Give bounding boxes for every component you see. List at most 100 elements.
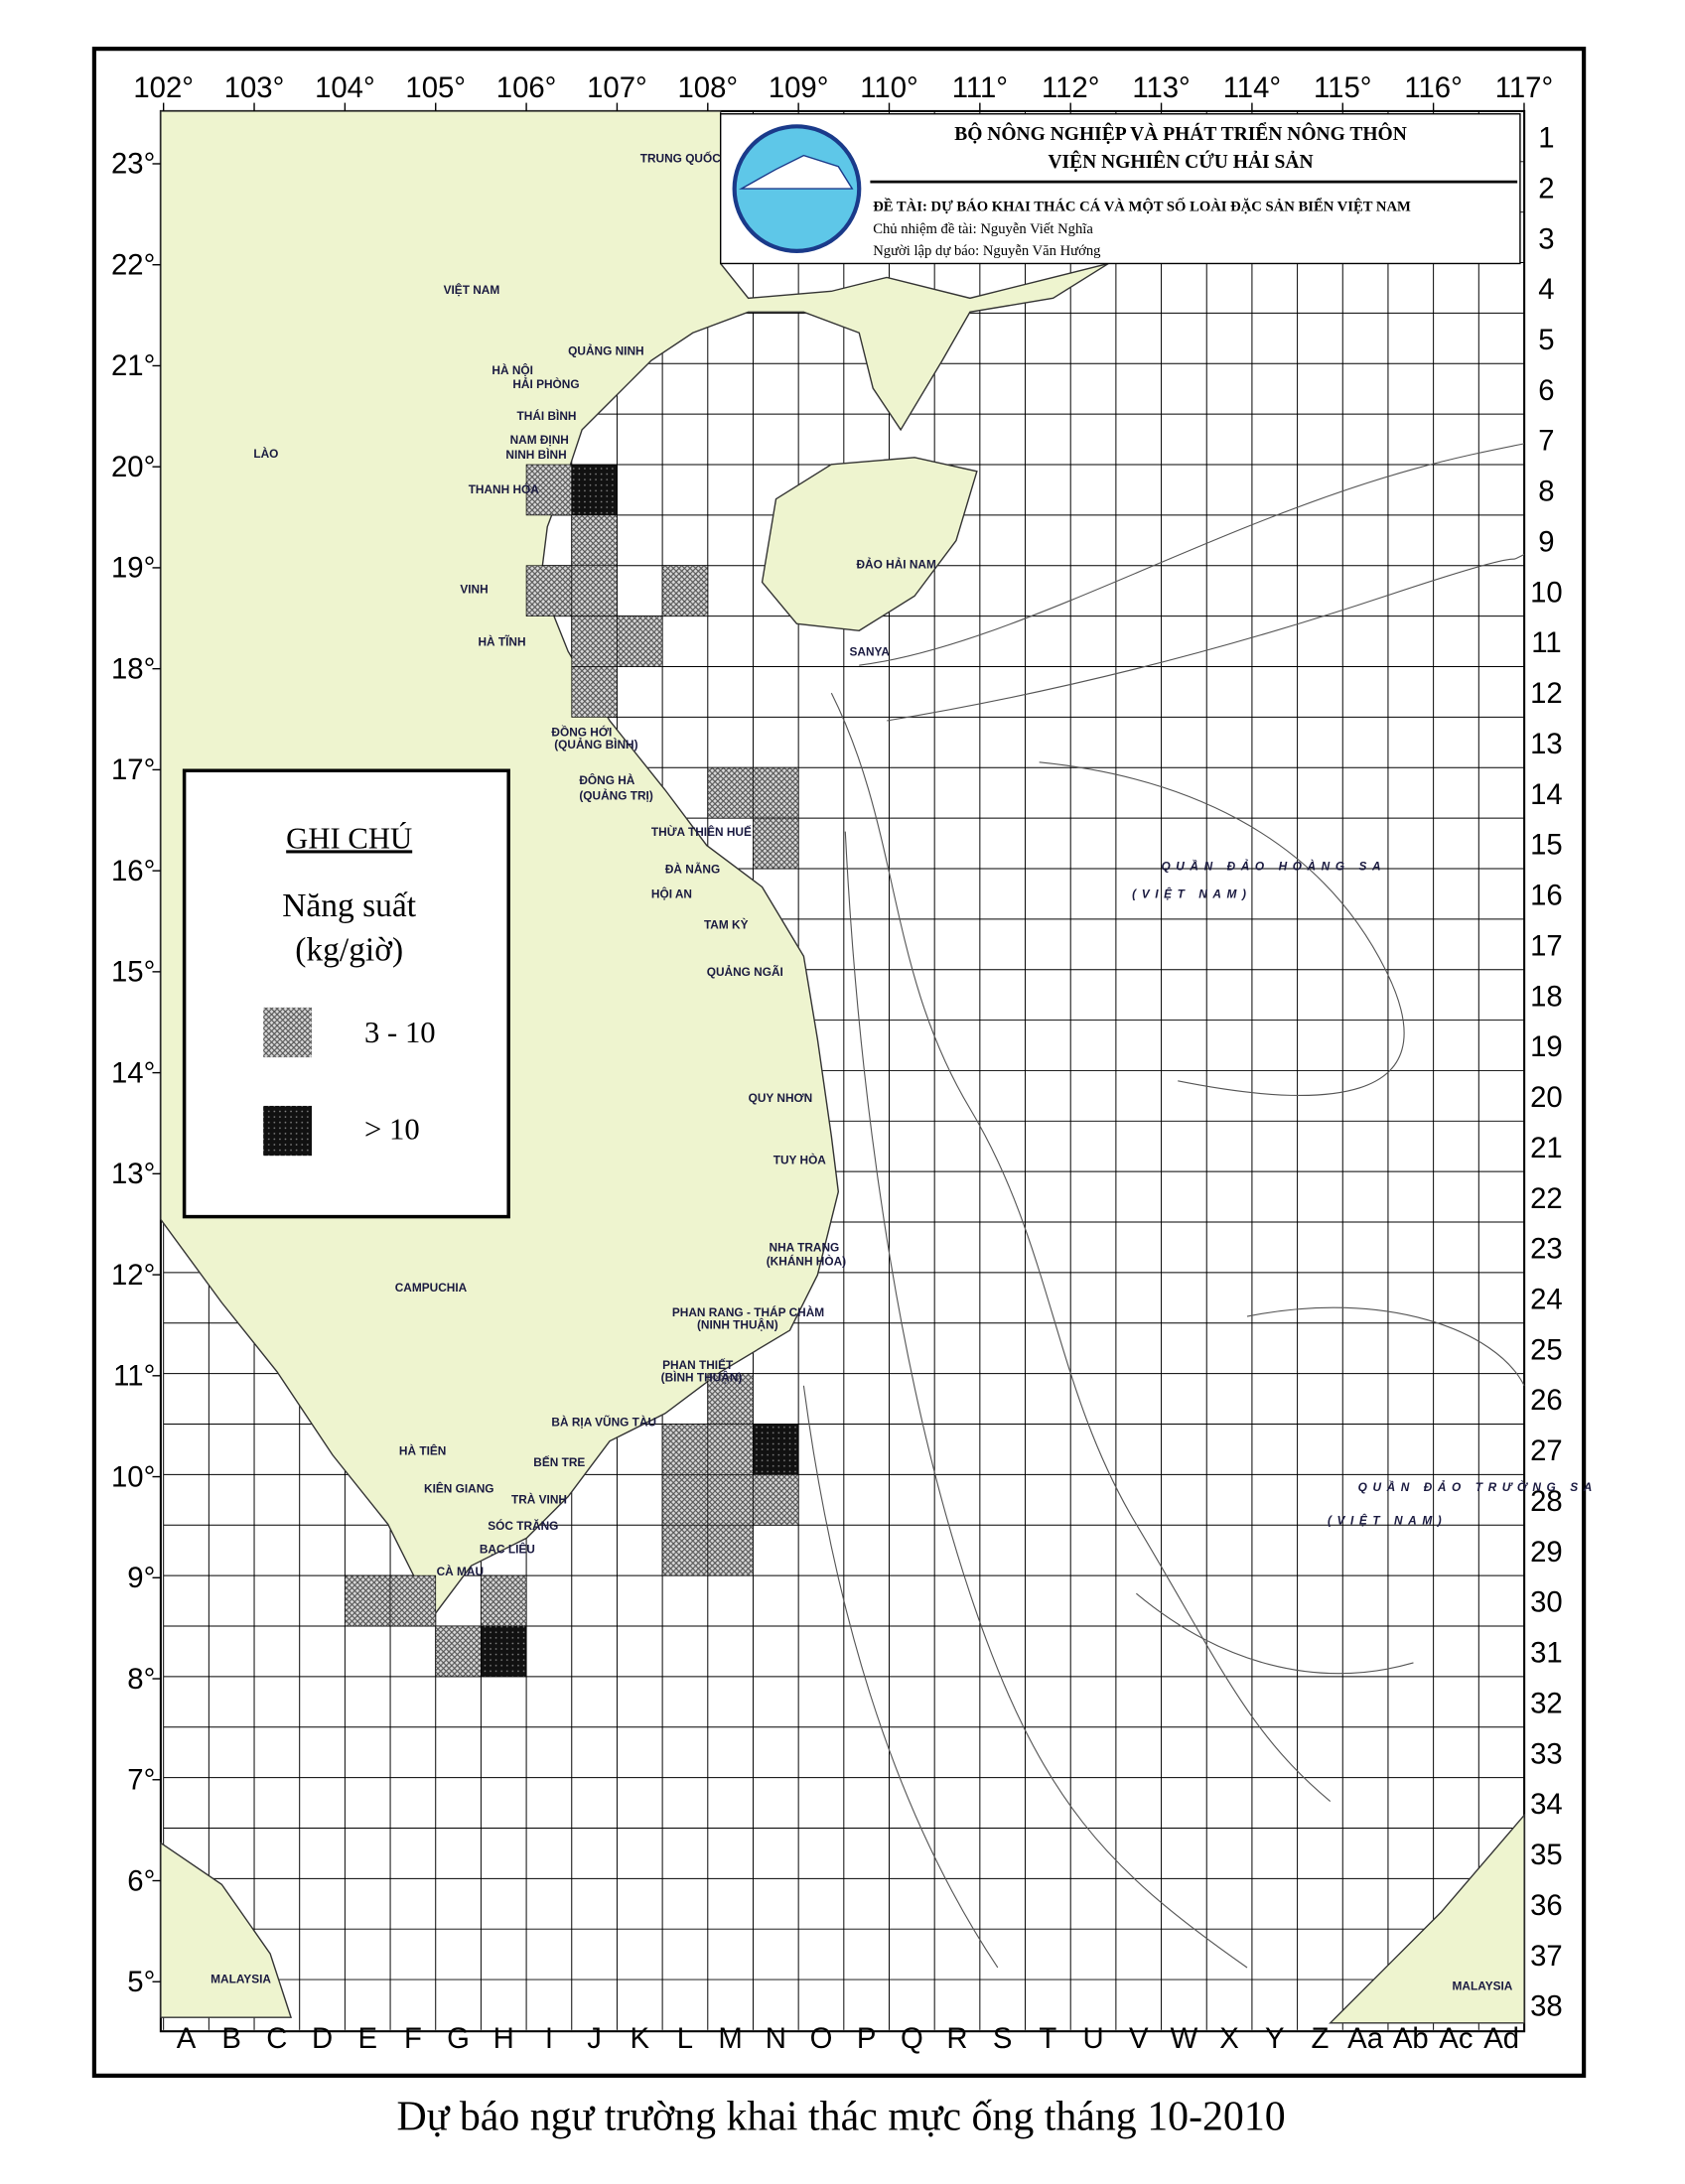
- lon-label: 108°: [677, 71, 738, 104]
- legend-item: > 10: [364, 1112, 420, 1146]
- place-label: CÀ MAU: [437, 1564, 484, 1578]
- forecast-cell: [571, 565, 618, 616]
- row-label: 14: [1530, 778, 1563, 811]
- row-label: 8: [1538, 476, 1554, 508]
- row-label: 27: [1530, 1434, 1563, 1467]
- row-label: 34: [1530, 1788, 1563, 1821]
- place-label: HẢI PHÒNG: [512, 376, 579, 391]
- place-label: LÀO: [253, 446, 278, 461]
- row-label: 25: [1530, 1333, 1563, 1366]
- forecast-cell: [707, 1424, 754, 1475]
- lat-label: 15°: [111, 956, 155, 989]
- header-leader: Chủ nhiệm đề tài: Nguyễn Viết Nghĩa: [873, 221, 1093, 237]
- place-label: SÓC TRĂNG: [488, 1518, 558, 1533]
- lat-label: 22°: [111, 248, 155, 281]
- place-label: QUẢNG NGÃI: [707, 964, 783, 979]
- forecast-cell: [617, 615, 663, 667]
- column-label: X: [1219, 2022, 1239, 2055]
- caption: Dự báo ngư trường khai thác mực ống thán…: [396, 2094, 1285, 2139]
- row-label: 10: [1530, 576, 1563, 609]
- row-label: 7: [1538, 425, 1554, 458]
- lon-label: 104°: [315, 71, 375, 104]
- row-label: 19: [1530, 1030, 1563, 1063]
- column-label: G: [447, 2022, 470, 2055]
- lon-label: 107°: [587, 71, 647, 104]
- lat-label: 6°: [127, 1864, 155, 1897]
- forecast-cell: [753, 817, 799, 870]
- column-label: A: [177, 2022, 197, 2055]
- place-label: (QUẢNG BÌNH): [554, 737, 637, 751]
- column-label: Ab: [1393, 2022, 1429, 2055]
- place-label: ĐÔNG HÀ: [579, 772, 634, 787]
- place-label: (NINH THUẬN): [697, 1317, 778, 1332]
- header-org: BỘ NÔNG NGHIỆP VÀ PHÁT TRIỂN NÔNG THÔN: [954, 123, 1407, 145]
- place-label: THÁI BÌNH: [517, 408, 577, 423]
- legend-subtitle: Năng suất: [282, 887, 417, 924]
- place-label: (VIỆT NAM): [1328, 1512, 1447, 1527]
- row-label: 29: [1530, 1536, 1563, 1569]
- column-label: L: [677, 2022, 693, 2055]
- legend-title: GHI CHÚ: [286, 820, 412, 855]
- place-label: TRUNG QUỐC: [640, 151, 721, 166]
- forecast-cell: [753, 1424, 799, 1475]
- forecast-cell: [753, 766, 799, 819]
- column-label: C: [266, 2022, 287, 2055]
- legend-box: [182, 768, 510, 1219]
- lat-label: 9°: [127, 1562, 155, 1594]
- place-label: ĐỒNG HỚI: [551, 724, 612, 739]
- legend-swatch: [263, 1105, 313, 1157]
- legend-unit: (kg/giờ): [295, 931, 403, 968]
- row-label: 28: [1530, 1485, 1563, 1518]
- column-label: T: [1039, 2022, 1056, 2055]
- place-label: THỪA THIÊN HUẾ: [651, 824, 752, 839]
- place-label: TAM KỲ: [704, 916, 749, 931]
- place-label: PHAN RANG - THÁP CHÀM: [672, 1304, 824, 1319]
- lon-label: 114°: [1223, 71, 1281, 104]
- place-label: TRÀ VINH: [511, 1491, 567, 1506]
- column-label: O: [810, 2022, 833, 2055]
- lon-label: 112°: [1042, 71, 1099, 104]
- forecast-cell: [481, 1625, 527, 1678]
- forecast-cell: [707, 1474, 754, 1526]
- row-label: 9: [1538, 525, 1554, 558]
- place-label: ĐÀ NẴNG: [665, 862, 720, 877]
- column-label: R: [946, 2022, 967, 2055]
- row-label: 5: [1538, 324, 1554, 356]
- column-label: P: [857, 2022, 877, 2055]
- place-label: THANH HÓA: [469, 481, 540, 496]
- forecast-cell: [481, 1574, 527, 1627]
- place-label: HÀ TIÊN: [399, 1443, 446, 1458]
- lat-label: 14°: [111, 1056, 155, 1089]
- lon-label: 111°: [952, 71, 1008, 104]
- lon-label: 116°: [1404, 71, 1462, 104]
- row-label: 3: [1538, 222, 1554, 255]
- row-label: 13: [1530, 728, 1563, 760]
- row-label: 4: [1538, 273, 1554, 306]
- row-label: 12: [1530, 677, 1563, 710]
- row-label: 11: [1531, 626, 1561, 659]
- column-label: K: [631, 2022, 650, 2055]
- place-label: HÀ NỘI: [491, 362, 533, 377]
- forecast-cell: [753, 1474, 799, 1526]
- row-label: 20: [1530, 1081, 1563, 1114]
- forecast-cell: [345, 1574, 391, 1627]
- legend-item: 3 - 10: [364, 1016, 436, 1049]
- place-label: MALAYSIA: [1453, 1979, 1513, 1992]
- forecast-cell: [707, 1373, 754, 1425]
- place-label: PHAN THIẾT: [662, 1357, 734, 1372]
- place-label: (KHÁNH HÒA): [767, 1253, 846, 1268]
- place-label: CAMPUCHIA: [395, 1281, 468, 1295]
- forecast-cell: [661, 1524, 709, 1576]
- lon-label: 103°: [224, 71, 285, 104]
- place-label: QUY NHƠN: [749, 1091, 813, 1105]
- lon-label: 106°: [496, 71, 557, 104]
- row-label: 26: [1530, 1384, 1563, 1417]
- land: [160, 110, 1525, 2024]
- lat-label: 19°: [111, 552, 155, 585]
- place-label: NHA TRANG: [770, 1240, 840, 1254]
- row-label: 38: [1530, 1990, 1563, 2023]
- forecast-cell: [389, 1574, 437, 1627]
- lat-label: 8°: [127, 1663, 155, 1696]
- cells: [345, 464, 799, 1678]
